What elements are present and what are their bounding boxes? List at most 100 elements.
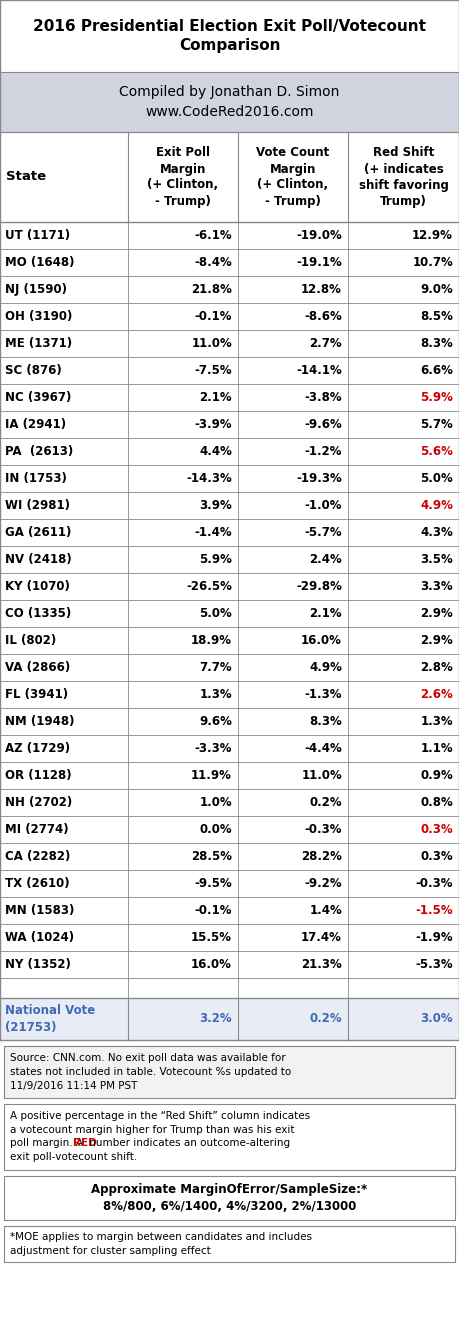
Bar xyxy=(0,870,459,897)
Text: 11.0%: 11.0% xyxy=(191,337,232,351)
Bar xyxy=(0,357,459,384)
Text: 0.3%: 0.3% xyxy=(420,822,453,836)
Text: 17.4%: 17.4% xyxy=(301,930,342,944)
Bar xyxy=(0,708,459,734)
Text: RED: RED xyxy=(73,1138,97,1149)
Text: 1.3%: 1.3% xyxy=(199,688,232,701)
Bar xyxy=(0,762,459,789)
Text: IN (1753): IN (1753) xyxy=(5,472,67,485)
Bar xyxy=(0,924,459,950)
Text: -1.4%: -1.4% xyxy=(194,527,232,539)
Text: -19.1%: -19.1% xyxy=(296,256,342,269)
Text: 12.9%: 12.9% xyxy=(412,229,453,243)
Bar xyxy=(0,573,459,600)
Text: NH (2702): NH (2702) xyxy=(5,796,72,809)
Text: 3.9%: 3.9% xyxy=(199,499,232,512)
Text: CA (2282): CA (2282) xyxy=(5,850,70,862)
Text: NV (2418): NV (2418) xyxy=(5,553,72,567)
Bar xyxy=(0,789,459,816)
Text: CO (1335): CO (1335) xyxy=(5,607,71,620)
Bar xyxy=(0,72,459,132)
Text: 2.6%: 2.6% xyxy=(420,688,453,701)
Text: 5.0%: 5.0% xyxy=(199,607,232,620)
Text: 0.2%: 0.2% xyxy=(309,1013,342,1025)
Text: -6.1%: -6.1% xyxy=(194,229,232,243)
Bar xyxy=(0,655,459,681)
Bar xyxy=(0,681,459,708)
Text: 16.0%: 16.0% xyxy=(191,958,232,970)
Text: GA (2611): GA (2611) xyxy=(5,527,72,539)
Text: National Vote
(21753): National Vote (21753) xyxy=(5,1005,95,1033)
Text: -7.5%: -7.5% xyxy=(194,364,232,377)
Text: NC (3967): NC (3967) xyxy=(5,391,72,404)
Text: MO (1648): MO (1648) xyxy=(5,256,74,269)
Bar xyxy=(0,897,459,924)
Text: 16.0%: 16.0% xyxy=(301,635,342,647)
Text: UT (1171): UT (1171) xyxy=(5,229,70,243)
Text: A positive percentage in the “Red Shift” column indicates: A positive percentage in the “Red Shift”… xyxy=(10,1110,310,1121)
Text: Vote Count
Margin
(+ Clinton,
- Trump): Vote Count Margin (+ Clinton, - Trump) xyxy=(257,147,330,208)
Text: 8.5%: 8.5% xyxy=(420,311,453,323)
Text: 5.0%: 5.0% xyxy=(420,472,453,485)
Text: 7.7%: 7.7% xyxy=(199,661,232,674)
Text: -1.2%: -1.2% xyxy=(304,445,342,459)
Text: -1.9%: -1.9% xyxy=(415,930,453,944)
Text: -14.1%: -14.1% xyxy=(296,364,342,377)
Text: -1.5%: -1.5% xyxy=(415,904,453,917)
Bar xyxy=(0,627,459,655)
Text: -5.7%: -5.7% xyxy=(304,527,342,539)
Text: 11.9%: 11.9% xyxy=(191,769,232,782)
Text: 8.3%: 8.3% xyxy=(309,714,342,728)
Bar xyxy=(0,978,459,998)
Text: 2.1%: 2.1% xyxy=(199,391,232,404)
Text: SC (876): SC (876) xyxy=(5,364,62,377)
Text: -0.1%: -0.1% xyxy=(195,311,232,323)
Text: AZ (1729): AZ (1729) xyxy=(5,742,70,754)
Bar xyxy=(0,132,459,223)
Text: 28.5%: 28.5% xyxy=(191,850,232,862)
Text: -26.5%: -26.5% xyxy=(186,580,232,593)
Text: NJ (1590): NJ (1590) xyxy=(5,283,67,296)
Text: 3.2%: 3.2% xyxy=(199,1013,232,1025)
Text: 3.5%: 3.5% xyxy=(420,553,453,567)
Text: 4.9%: 4.9% xyxy=(309,661,342,674)
Text: ME (1371): ME (1371) xyxy=(5,337,72,351)
Bar xyxy=(0,276,459,303)
Text: TX (2610): TX (2610) xyxy=(5,877,70,890)
Text: Approximate MarginOfError/SampleSize:*
8%/800, 6%/1400, 4%/3200, 2%/13000: Approximate MarginOfError/SampleSize:* 8… xyxy=(91,1182,368,1213)
Bar xyxy=(0,223,459,249)
Bar xyxy=(0,600,459,627)
Bar xyxy=(0,998,459,1040)
Text: 4.9%: 4.9% xyxy=(420,499,453,512)
Text: 0.8%: 0.8% xyxy=(420,796,453,809)
Text: -9.5%: -9.5% xyxy=(194,877,232,890)
Bar xyxy=(0,734,459,762)
Text: Exit Poll
Margin
(+ Clinton,
- Trump): Exit Poll Margin (+ Clinton, - Trump) xyxy=(147,147,218,208)
Text: -0.3%: -0.3% xyxy=(304,822,342,836)
Text: 6.6%: 6.6% xyxy=(420,364,453,377)
Text: -9.6%: -9.6% xyxy=(304,419,342,431)
Text: 1.4%: 1.4% xyxy=(309,904,342,917)
Bar xyxy=(0,816,459,842)
Text: 4.4%: 4.4% xyxy=(199,445,232,459)
Text: number indicates an outcome-altering: number indicates an outcome-altering xyxy=(85,1138,290,1149)
Text: -9.2%: -9.2% xyxy=(304,877,342,890)
Bar xyxy=(0,842,459,870)
Bar xyxy=(4,1046,455,1098)
Bar xyxy=(0,331,459,357)
Bar xyxy=(0,950,459,978)
Text: WI (2981): WI (2981) xyxy=(5,499,70,512)
Bar xyxy=(0,0,459,72)
Bar xyxy=(0,249,459,276)
Bar xyxy=(4,1226,455,1262)
Text: VA (2866): VA (2866) xyxy=(5,661,70,674)
Text: exit poll-votecount shift.: exit poll-votecount shift. xyxy=(10,1152,137,1162)
Text: poll margin. A: poll margin. A xyxy=(10,1138,86,1149)
Text: 15.5%: 15.5% xyxy=(191,930,232,944)
Text: 1.1%: 1.1% xyxy=(420,742,453,754)
Text: 3.0%: 3.0% xyxy=(420,1013,453,1025)
Text: -4.4%: -4.4% xyxy=(304,742,342,754)
Text: 0.3%: 0.3% xyxy=(420,850,453,862)
Text: 9.6%: 9.6% xyxy=(199,714,232,728)
Bar xyxy=(0,384,459,411)
